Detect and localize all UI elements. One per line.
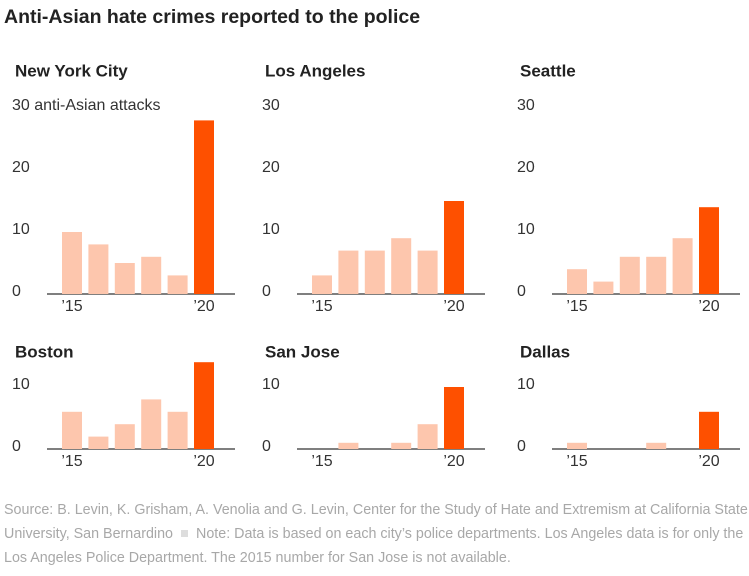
bar [167,275,188,294]
x-tick-label: ’20 [443,298,464,315]
bar [699,207,719,294]
chart-subtitle: Boston [15,342,74,361]
bar [62,232,82,294]
bar [88,436,109,449]
x-tick-label: ’20 [193,453,214,470]
bar [338,442,359,449]
source: Source: B. Levin, K. Grisham, A. Venolia… [4,502,748,542]
y-tick-label: 10 [12,376,30,393]
chart-title: Anti-Asian hate crimes reported to the p… [4,6,420,28]
x-tick-label: ’20 [698,453,719,470]
x-tick-label: ’15 [61,298,82,315]
bar [364,250,385,294]
chart-subtitle: Seattle [520,61,576,80]
x-tick-label: ’15 [61,453,82,470]
y-tick-label: 30 [517,97,535,114]
y-tick-label: 10 [262,221,280,238]
y-tick-label: 0 [262,283,271,300]
bar [567,269,587,294]
x-tick-label: ’20 [443,453,464,470]
bar [567,442,587,449]
bar [672,238,693,294]
y-tick-label: 10 [12,221,30,238]
bar [194,362,214,449]
separator [181,529,188,537]
bar [646,442,667,449]
bar [194,120,214,295]
chart-subtitle: Dallas [520,342,570,361]
bar [699,411,719,449]
y-tick-label: 20 [12,159,30,176]
bar [62,411,82,449]
bar [114,263,135,294]
y-tick-label: 10 [517,221,535,238]
bar [391,442,412,449]
x-tick-label: ’15 [566,453,587,470]
bar [391,238,412,294]
bar [312,275,332,294]
notes: Source: B. Levin, K. Grisham, A. Venolia… [4,498,749,570]
bar [114,424,135,449]
y-tick-label: 0 [517,283,526,300]
y-tick-label: 20 [517,159,535,176]
y-tick-label: 0 [262,438,271,455]
x-tick-label: ’20 [698,298,719,315]
bar [593,281,614,294]
bar [167,411,188,449]
y-tick-label: 0 [12,438,21,455]
y-tick-label: 0 [517,438,526,455]
bar [88,244,109,294]
bar [417,424,438,449]
bar [444,387,464,449]
chart-subtitle: San Jose [265,342,340,361]
note: Note: Data is based on each city’s polic… [4,526,744,566]
y-tick-label: 10 [517,376,535,393]
bar [417,250,438,294]
y-tick-label: 10 [262,376,280,393]
y-tick-label: 20 [262,159,280,176]
bar [338,250,359,294]
y-tick-label: 0 [12,283,21,300]
x-tick-label: ’15 [311,453,332,470]
bar [619,256,640,294]
y-tick-label: 30 [262,97,280,114]
bar [141,399,162,449]
x-tick-label: ’20 [193,298,214,315]
x-tick-label: ’15 [566,298,587,315]
chart: Anti-Asian hate crimes reported to the p… [4,6,740,470]
x-tick-label: ’15 [311,298,332,315]
bar [141,256,162,294]
bar [444,201,464,294]
y-tick-label: 30 anti-Asian attacks [12,97,161,114]
chart-subtitle: New York City [15,61,128,80]
chart-subtitle: Los Angeles [265,61,365,80]
bar [646,256,667,294]
